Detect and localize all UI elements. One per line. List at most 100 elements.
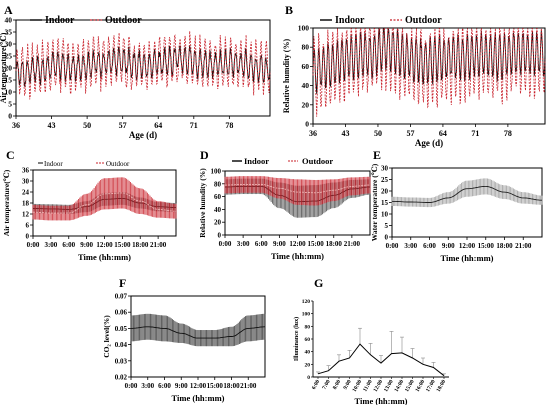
x-tick-label: 12:00 [373,379,385,393]
panel-b: 0 20 40 60 80 100 36 43 50 57 64 71 78 [298,24,546,138]
series-outdoor-line [15,31,271,100]
x-tick-label: 0:00 [219,240,232,248]
y-tick-label: 10 [5,88,13,97]
series-water-mean-line [391,185,542,203]
legend-outdoor-label: Outdoor [106,160,130,168]
series-outdoor-band [224,176,371,206]
y-tick-label: 80 [305,324,311,330]
x-tick-label: 21:00 [515,242,532,250]
y-axis-label: Air temperature(℃) [2,169,11,236]
panel-label-d: D [200,148,209,162]
x-tick-label: 11:00 [362,379,374,393]
y-axis-label: Relative humdity (%) [282,39,291,114]
legend: Indoor Outdoor [232,156,333,166]
x-tick-label: 10:00 [352,379,364,393]
x-tick-label: 9:00 [175,382,188,390]
y-axis-label: Relative humdity (%) [198,168,207,238]
y-tick-label: 0 [26,233,30,241]
x-tick-label: 15:00 [307,240,324,248]
x-tick-label: 50 [374,129,382,138]
y-tick-label: 0.06 [115,309,128,317]
x-tick-label: 18:00 [436,379,448,393]
x-tick-label: 21:00 [344,240,361,248]
y-tick-label: 0 [305,120,309,129]
y-tick-label: 25 [5,52,13,61]
y-tick-label: 36 [22,167,30,175]
x-tick-label: 0:00 [125,382,138,390]
y-tick-label: 20 [381,188,389,196]
y-tick-label: 12 [22,211,30,219]
x-tick-label: 9:00 [442,242,455,250]
legend-outdoor-label: Outdoor [405,15,442,26]
x-tick-label: 18:00 [223,382,240,390]
x-tick-label: 36 [309,129,317,138]
series-indoor-line [312,27,546,94]
x-axis-label: Time (hh:mm) [355,396,408,405]
y-tick-label: 40 [302,81,310,90]
y-tick-label: 5 [385,222,389,230]
legend-outdoor-label: Outdoor [302,156,333,166]
x-tick-label: 18:00 [132,241,149,249]
x-tick-label: 3:00 [44,241,57,249]
panel-f: 0.02 0.03 0.04 0.05 0.06 0.07 0:00 3:00 6:00 9:00… [115,293,266,390]
x-axis-label: Time (hh:mm) [172,393,225,403]
x-axis-label: Time (hh:mm) [441,253,494,263]
x-tick-label: 18:00 [496,242,513,250]
x-tick-label: 16:00 [415,379,427,393]
x-tick-label: 71 [190,121,198,130]
panel-label-e: E [373,148,381,162]
x-tick-label: 13:00 [383,379,395,393]
x-tick-label: 6:00 [62,241,75,249]
y-tick-label: 60 [302,62,310,71]
y-tick-label: 35 [5,28,13,37]
y-tick-label: 30 [381,165,389,173]
y-tick-label: 6 [26,222,30,230]
y-axis-label: Air temperature(℃) [0,32,8,103]
y-tick-label: 20 [5,64,13,73]
x-tick-label: 12:00 [459,242,476,250]
x-tick-label: 8:00 [332,379,342,391]
y-tick-label: 100 [298,24,310,33]
x-axis-label: Time (hh:mm) [271,251,324,261]
x-tick-label: 6:00 [255,240,268,248]
y-tick-label: 30 [5,40,13,49]
x-tick-label: 64 [439,129,447,138]
y-tick-label: 5 [8,100,12,109]
y-tick-label: 0.05 [115,325,128,333]
x-tick-label: 6:00 [311,379,321,391]
x-tick-label: 15:00 [207,382,224,390]
x-tick-label: 43 [48,121,56,130]
y-tick-label: 15 [5,76,13,85]
y-tick-label: 0 [218,232,222,240]
legend-indoor-label: Indoor [45,15,75,26]
panel-label-c: C [6,148,15,162]
y-tick-label: 0.07 [115,293,128,301]
y-tick-label: 0.02 [115,374,128,382]
y-tick-label: 40 [214,206,222,214]
legend-indoor-label: Indoor [244,156,269,166]
y-tick-label: 30 [22,178,30,186]
panel-label-a: A [4,3,13,17]
x-tick-label: 14:00 [394,379,406,393]
legend-indoor-label: Indoor [335,15,365,26]
x-tick-label: 9:00 [80,241,93,249]
panel-d: 0 20 40 60 80 100 0:00 3:00 6:00 9:00 12:00 15:00 18… [211,168,371,248]
y-tick-label: 0.03 [115,357,128,365]
series-co2-band [130,313,266,347]
legend-indoor-label: Indoor [44,160,63,168]
y-tick-label: 20 [302,100,310,109]
y-tick-label: 60 [305,337,311,343]
legend: Indoor Outdoor [30,15,142,26]
legend-outdoor-label: Outdoor [105,15,142,26]
y-axis-label: Illuminance (lux) [293,317,300,361]
panel-a: 0 5 10 15 20 25 30 35 40 36 43 50 57 64 71 78 [5,16,271,130]
x-tick-label: 36 [12,121,20,130]
series-outdoor-line [312,27,546,117]
x-tick-label: 57 [406,129,414,138]
x-axis-label: Age (d) [129,130,157,140]
x-tick-label: 9:00 [342,379,352,391]
x-tick-label: 3:00 [404,242,417,250]
x-tick-label: 64 [154,121,162,130]
